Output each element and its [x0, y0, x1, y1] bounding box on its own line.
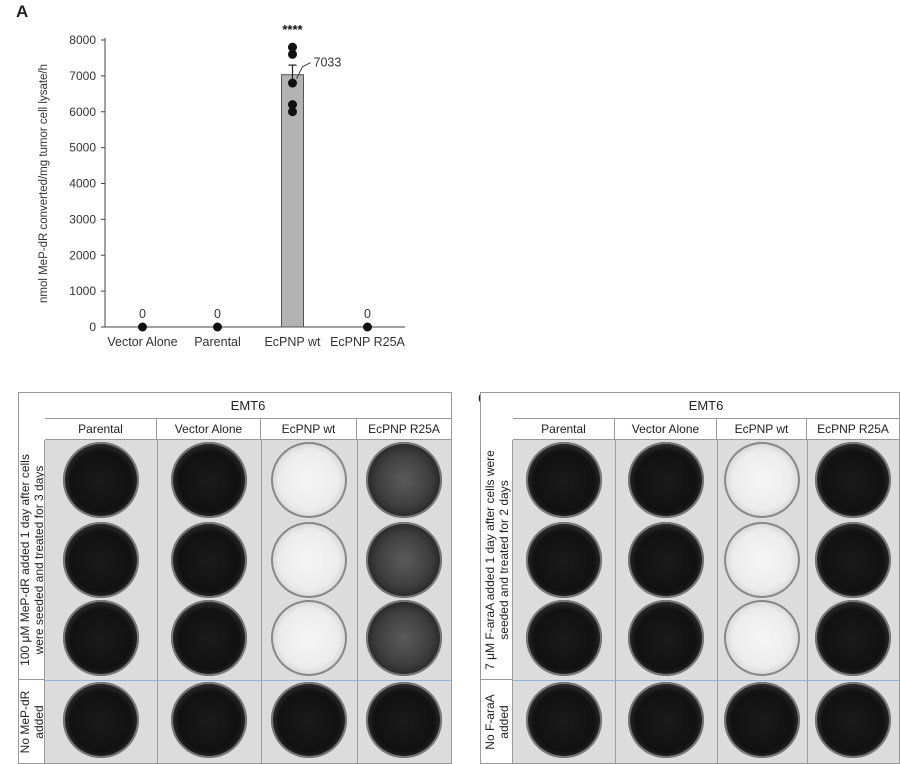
- plate-panel-c: EMT6 Parental Vector Alone EcPNP wt EcPN…: [480, 392, 900, 764]
- row-divider: [45, 680, 451, 681]
- x-tick-label: Parental: [194, 335, 241, 349]
- plate-title: EMT6: [513, 393, 899, 419]
- data-point: [363, 322, 372, 332]
- row-label-untreated: No F-araA added: [481, 680, 513, 763]
- plate-panel-b: EMT6 Parental Vector Alone EcPNP wt EcPN…: [18, 392, 452, 764]
- column-divider: [357, 440, 358, 763]
- culture-well: [526, 682, 602, 758]
- column-divider: [717, 440, 718, 763]
- culture-well: [526, 600, 602, 676]
- y-tick-label: 4000: [69, 177, 96, 191]
- culture-well: [815, 522, 891, 598]
- column-header-parental: Parental: [513, 418, 615, 440]
- value-label: 0: [214, 307, 221, 321]
- culture-well: [171, 442, 247, 518]
- culture-well: [724, 600, 800, 676]
- well-plate-image: [513, 440, 899, 763]
- data-point: [138, 322, 147, 332]
- data-point: [288, 100, 297, 110]
- column-divider: [157, 440, 158, 763]
- culture-well: [63, 600, 139, 676]
- column-divider: [807, 440, 808, 763]
- value-label-leader: [296, 62, 311, 79]
- column-header-ecpnp-wt: EcPNP wt: [717, 418, 807, 440]
- culture-well: [526, 442, 602, 518]
- y-tick-label: 0: [89, 320, 96, 334]
- culture-well: [366, 682, 442, 758]
- culture-well: [526, 522, 602, 598]
- culture-well: [724, 442, 800, 518]
- row-label-treated: 7 μM F-araA added 1 day after cells were…: [481, 440, 513, 680]
- row-label-untreated: No MeP-dR added: [19, 680, 45, 763]
- culture-well: [171, 522, 247, 598]
- value-label: 0: [139, 307, 146, 321]
- culture-well: [366, 442, 442, 518]
- culture-well: [628, 522, 704, 598]
- value-label: 0: [364, 307, 371, 321]
- culture-well: [366, 600, 442, 676]
- culture-well: [271, 682, 347, 758]
- culture-well: [815, 600, 891, 676]
- column-header-vector-alone: Vector Alone: [615, 418, 717, 440]
- column-header-vector-alone: Vector Alone: [157, 418, 261, 440]
- culture-well: [724, 522, 800, 598]
- column-divider: [615, 440, 616, 763]
- y-tick-label: 5000: [69, 141, 96, 155]
- bar-chart: 0 1000 2000 3000 4000 5000 6000 7000 8000 nmol Me…: [38, 22, 406, 349]
- culture-well: [815, 442, 891, 518]
- y-tick-label: 1000: [69, 284, 96, 298]
- value-label: 7033: [314, 56, 342, 70]
- column-header-parental: Parental: [45, 418, 157, 440]
- culture-well: [366, 522, 442, 598]
- y-tick-label: 8000: [69, 33, 96, 47]
- column-divider: [261, 440, 262, 763]
- culture-well: [63, 442, 139, 518]
- x-tick-label: EcPNP wt: [264, 335, 321, 349]
- culture-well: [724, 682, 800, 758]
- column-header-ecpnp-r25a: EcPNP R25A: [807, 418, 899, 440]
- y-tick-label: 2000: [69, 248, 96, 262]
- culture-well: [171, 682, 247, 758]
- significance-stars: ****: [282, 22, 303, 37]
- culture-well: [63, 682, 139, 758]
- y-tick-label: 3000: [69, 212, 96, 226]
- data-point: [288, 49, 297, 59]
- column-header-ecpnp-wt: EcPNP wt: [261, 418, 357, 440]
- panel-label-a: A: [16, 2, 29, 21]
- culture-well: [815, 682, 891, 758]
- culture-well: [628, 600, 704, 676]
- data-point: [213, 322, 222, 332]
- data-point: [288, 107, 297, 117]
- culture-well: [271, 442, 347, 518]
- row-label-treated: 100 μM MeP-dR added 1 day after cells we…: [19, 440, 45, 680]
- data-point: [288, 42, 297, 52]
- culture-well: [628, 442, 704, 518]
- culture-well: [271, 522, 347, 598]
- culture-well: [628, 682, 704, 758]
- y-tick-label: 6000: [69, 105, 96, 119]
- x-tick-label: Vector Alone: [107, 335, 177, 349]
- y-tick-label: 7000: [69, 69, 96, 83]
- column-header-ecpnp-r25a: EcPNP R25A: [357, 418, 451, 440]
- culture-well: [271, 600, 347, 676]
- data-point: [288, 78, 297, 88]
- y-axis-label: nmol MeP-dR converted/mg tumor cell lysa…: [38, 64, 50, 303]
- culture-well: [171, 600, 247, 676]
- well-plate-image: [45, 440, 451, 763]
- plate-title: EMT6: [45, 393, 451, 419]
- row-divider: [513, 680, 899, 681]
- x-tick-label: EcPNP R25A: [330, 335, 405, 349]
- culture-well: [63, 522, 139, 598]
